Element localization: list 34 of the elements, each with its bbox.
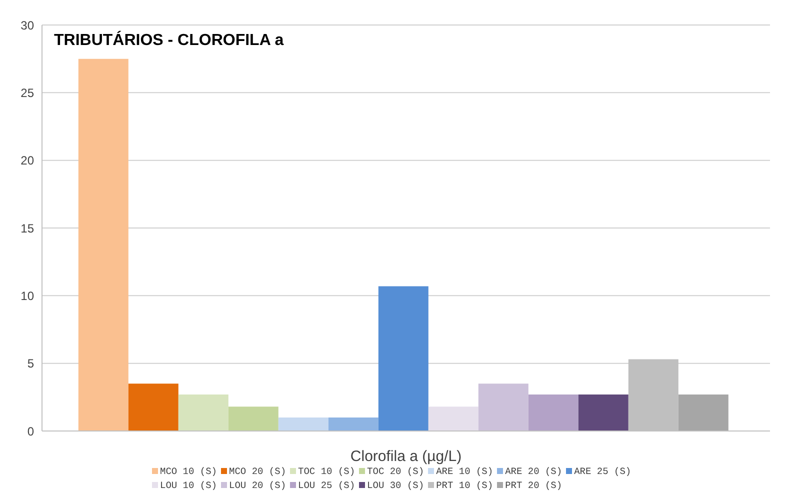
- legend-label: LOU 10 (S): [159, 479, 218, 493]
- bar: [678, 394, 728, 431]
- y-tick-label: 0: [27, 424, 34, 438]
- legend-label: MCO 20 (S): [228, 465, 286, 479]
- bar: [378, 286, 428, 431]
- legend-label: MCO 10 (S): [159, 465, 218, 479]
- y-tick-label: 5: [27, 356, 34, 371]
- legend-label: PRT 10 (S): [435, 479, 494, 493]
- legend-label: LOU 25 (S): [297, 479, 356, 493]
- bar: [328, 417, 378, 431]
- legend-label: ARE 20 (S): [504, 465, 562, 479]
- legend-label: LOU 20 (S): [228, 479, 286, 493]
- bar: [78, 58, 128, 431]
- y-tick-label: 20: [20, 154, 34, 168]
- legend-label: ARE 10 (S): [435, 465, 494, 479]
- y-tick-label: 25: [20, 86, 34, 100]
- legend-label: PRT 20 (S): [504, 479, 562, 493]
- legend-label: TOC 20 (S): [366, 465, 424, 479]
- y-tick-label: 15: [20, 221, 34, 236]
- legend-label: TOC 10 (S): [297, 465, 356, 479]
- y-tick-label: 10: [20, 288, 34, 303]
- bar: [228, 406, 278, 431]
- bar: [278, 417, 328, 431]
- bar: [528, 394, 578, 431]
- bar: [428, 406, 478, 431]
- bar: [178, 394, 228, 431]
- x-axis-title: Clorofila a (µg/L): [350, 448, 462, 465]
- legend-label: LOU 30 (S): [366, 479, 424, 493]
- bar: [478, 384, 528, 431]
- chart-title: TRIBUTÁRIOS - CLOROFILA a: [54, 32, 284, 50]
- y-tick-label: 30: [20, 18, 34, 32]
- bar: [578, 394, 628, 431]
- legend-label: ARE 25 (S): [573, 465, 632, 479]
- bar: [128, 384, 178, 431]
